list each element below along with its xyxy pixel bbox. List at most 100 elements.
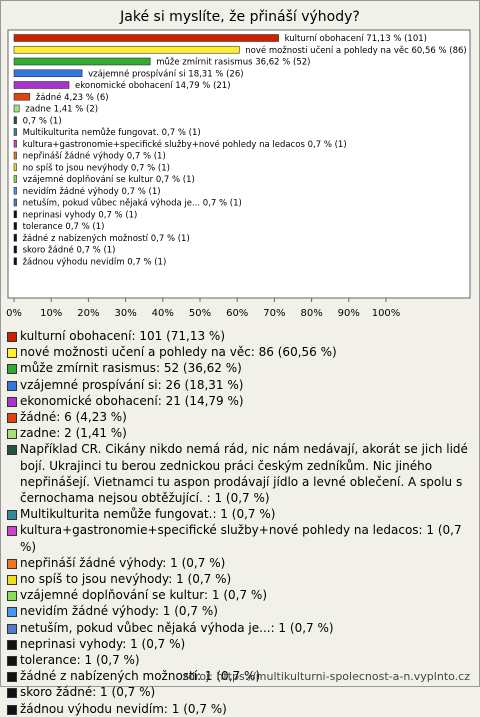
category-label: kulturní obohacení [285, 34, 365, 44]
category-label: žádnou výhodu nevidím [23, 257, 125, 267]
legend-swatch [7, 526, 17, 537]
legend-swatch [7, 591, 17, 602]
bar-label: kultura+gastronomie+specifické služby+no… [23, 138, 347, 149]
bar-label: vzájemné doplňování se kultur 0,7 % (1) [23, 174, 195, 185]
legend-swatch [7, 510, 17, 521]
legend-swatch [7, 672, 17, 683]
legend-label: vzájemné prospívání si: 26 (18,31 %) [20, 377, 244, 392]
legend-item: vzájemné prospívání si: 26 (18,31 %) [6, 377, 472, 393]
bar-label: kulturní obohacení 71,13 % (101) [285, 34, 427, 44]
bar [13, 175, 17, 183]
value-label: 0,7 % (1) [122, 186, 161, 196]
value-label: 0,7 % (1) [151, 233, 190, 243]
legend-item: Multikulturita nemůže fungovat.: 1 (0,7 … [6, 506, 472, 522]
value-label: 0,7 % (1) [131, 163, 170, 173]
legend-swatch [7, 445, 17, 456]
value-label: 0,7 % (1) [203, 198, 242, 208]
legend-item: kultura+gastronomie+specifické služby+no… [6, 522, 472, 554]
bar [13, 92, 31, 101]
bar-label: Multikulturita nemůže fungovat. 0,7 % (1… [23, 127, 201, 138]
legend-label: kultura+gastronomie+specifické služby+no… [20, 523, 462, 554]
bar [13, 151, 17, 160]
legend-label: žádné: 6 (4,23 %) [20, 410, 127, 425]
value-label: 0,7 % (1) [156, 175, 195, 185]
bar [13, 186, 17, 195]
legend-item: netuším, pokud vůbec nějaká výhoda je...… [6, 620, 472, 636]
x-tick-label: 70% [263, 308, 285, 319]
legend-item: nové možnosti učení a pohledy na věc: 86… [6, 344, 472, 360]
legend-item: žádné z nabízených možností: 1 (0,7 %) [6, 668, 472, 684]
legend-item: Například CR. Cikány nikdo nemá rád, nic… [6, 441, 472, 506]
x-tick-label: 50% [189, 308, 211, 319]
x-tick-label: 10% [40, 308, 62, 319]
bar-label: žádné 4,23 % (6) [36, 91, 109, 102]
value-label: 60,56 % (86) [411, 45, 466, 55]
category-label: no spíš to jsou nevýhody [23, 162, 129, 173]
category-label: vzájemné prospívání si [88, 68, 185, 79]
bar-label: může zmírnit rasismus 36,62 % (52) [156, 56, 310, 67]
category-label: může zmírnit rasismus [156, 56, 253, 67]
value-label: 4,23 % (6) [64, 92, 108, 102]
category-label: netuším, pokud vůbec nějaká výhoda je... [23, 197, 201, 208]
legend-label: ekonomické obohacení: 21 (14,79 %) [20, 393, 244, 408]
category-label: neprinasi vyhody [23, 210, 96, 220]
category-label: ekonomické obohacení [75, 80, 173, 91]
x-tick-label: 80% [300, 308, 322, 319]
bar [13, 128, 17, 136]
value-label: 0,7 % (1) [127, 151, 166, 161]
x-tick-label: 20% [77, 308, 99, 319]
category-label: nepřináší žádné výhody [23, 150, 124, 161]
bar [13, 233, 17, 242]
legend-item: tolerance: 1 (0,7 %) [6, 652, 472, 668]
category-label: nevidím žádné výhody [23, 185, 119, 196]
bar [13, 222, 17, 230]
bar-label: tolerance 0,7 % (1) [23, 222, 105, 232]
legend-swatch [7, 413, 17, 424]
source: zdroj: https://multikulturni-spolecnost-… [182, 670, 470, 683]
bar [13, 198, 17, 207]
category-label: žádné [36, 91, 62, 102]
value-label: 0,7 % (1) [65, 222, 104, 232]
value-label: 0,7 % (1) [98, 210, 137, 220]
legend-label: tolerance: 1 (0,7 %) [20, 653, 140, 668]
legend-item: no spíš to jsou nevýhody: 1 (0,7 %) [6, 571, 472, 587]
legend-swatch [7, 704, 17, 715]
x-tick-label: 40% [152, 308, 174, 319]
bar [13, 245, 17, 254]
bar [13, 69, 83, 78]
legend-swatch [7, 348, 17, 359]
bar-label: nepřináší žádné výhody 0,7 % (1) [23, 150, 166, 161]
category-label: vzájemné doplňování se kultur [23, 174, 154, 185]
value-label: 0,7 % (1) [76, 245, 115, 255]
legend-label: kulturní obohacení: 101 (71,13 %) [20, 329, 225, 343]
x-tick-label: 100% [372, 308, 401, 319]
bar [13, 116, 17, 125]
bar-label: zadne 1,41 % (2) [25, 104, 98, 114]
value-label: 36,62 % (52) [255, 57, 310, 67]
legend-label: zadne: 2 (1,41 %) [20, 426, 127, 441]
value-label: 1,41 % (2) [54, 104, 98, 114]
legend-item: může zmírnit rasismus: 52 (36,62 %) [6, 360, 472, 376]
bar [13, 57, 151, 66]
bar-label: nové možnosti učení a pohledy na věc 60,… [245, 44, 466, 55]
legend-swatch [7, 332, 17, 342]
bar-label: vzájemné prospívání si 18,31 % (26) [88, 68, 243, 79]
legend-label: skoro žádné: 1 (0,7 %) [20, 685, 156, 700]
chart-title: Jaké si myslíte, že přináší výhody? [119, 9, 360, 25]
legend-label: vzájemné doplňování se kultur: 1 (0,7 %) [20, 588, 268, 603]
bar-label: 0,7 % (1) [23, 116, 62, 126]
legend-item: nevidím žádné výhody: 1 (0,7 %) [6, 603, 472, 619]
value-label: 0,7 % (1) [308, 139, 347, 149]
legend-label: Multikulturita nemůže fungovat.: 1 (0,7 … [20, 507, 276, 522]
bar-label: no spíš to jsou nevýhody 0,7 % (1) [23, 162, 170, 173]
legend-swatch [7, 575, 17, 586]
category-label: nové možnosti učení a pohledy na věc [245, 44, 409, 55]
category-label: skoro žádné [23, 244, 74, 255]
bar-label: ekonomické obohacení 14,79 % (21) [75, 80, 231, 91]
bar [13, 210, 17, 219]
legend-swatch [7, 558, 17, 569]
legend-swatch [7, 396, 17, 407]
legend: kulturní obohacení: 101 (71,13 %) nové mo… [6, 328, 472, 717]
bar [13, 139, 17, 148]
legend-swatch [7, 623, 17, 634]
